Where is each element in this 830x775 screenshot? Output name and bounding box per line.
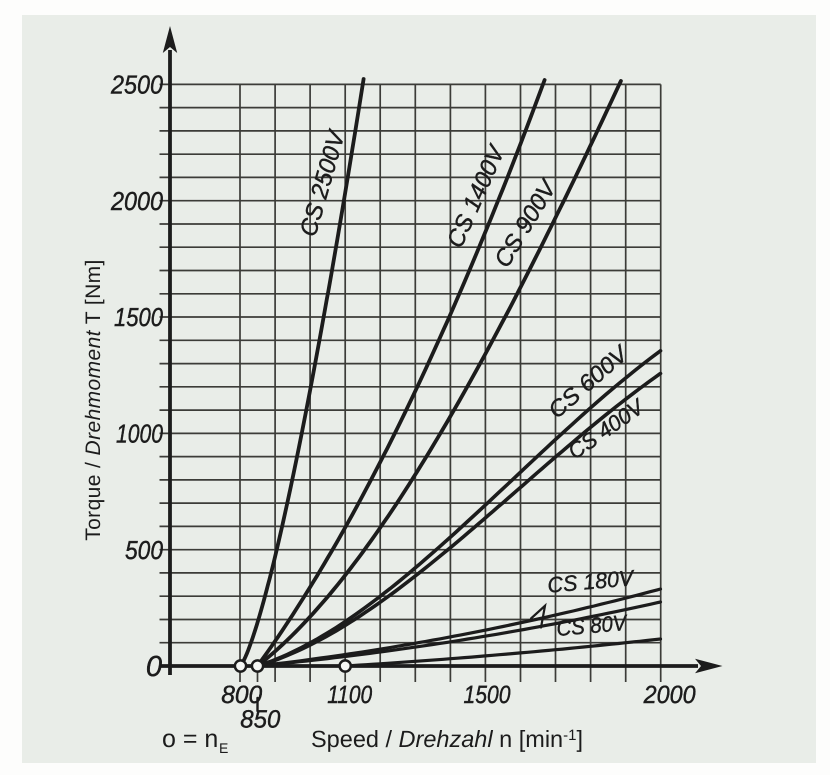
svg-text:E: E — [219, 740, 228, 756]
svg-text:0: 0 — [146, 651, 162, 683]
svg-text:Torque / Drehmoment T [Nm]: Torque / Drehmoment T [Nm] — [82, 259, 105, 541]
svg-text:1100: 1100 — [327, 681, 372, 709]
svg-text:500: 500 — [125, 535, 163, 565]
svg-text:2000: 2000 — [110, 186, 163, 216]
svg-text:o = n: o = n — [162, 725, 218, 753]
svg-text:2000: 2000 — [643, 681, 696, 709]
svg-text:1000: 1000 — [116, 419, 163, 449]
svg-text:1500: 1500 — [114, 302, 163, 332]
svg-text:850: 850 — [240, 706, 280, 734]
svg-text:2500: 2500 — [110, 70, 163, 100]
svg-text:800: 800 — [221, 681, 262, 709]
svg-text:Speed / Drehzahl n [min-1]: Speed / Drehzahl n [min-1] — [311, 726, 583, 752]
svg-text:1500: 1500 — [464, 681, 511, 709]
